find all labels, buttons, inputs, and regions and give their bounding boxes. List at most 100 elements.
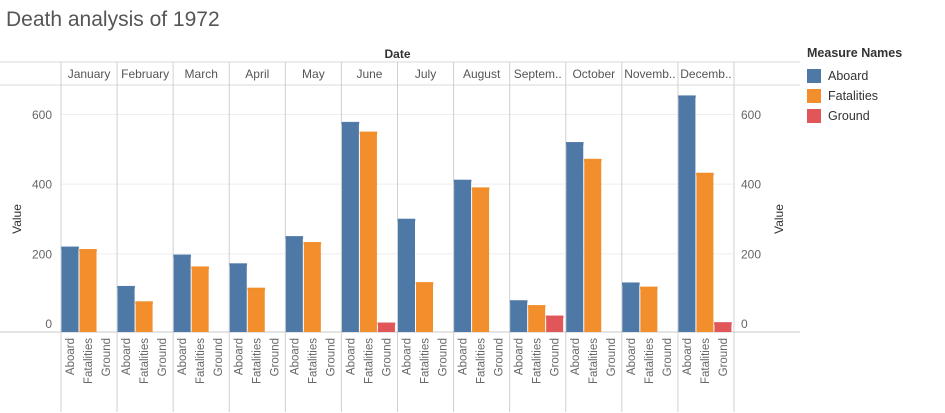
category-label-aboard: Aboard <box>121 338 133 375</box>
legend-swatch-aboard <box>807 69 821 83</box>
category-label-aboard: Aboard <box>345 338 357 375</box>
legend-item-ground[interactable]: Ground <box>807 106 902 126</box>
bar-ground <box>377 322 395 332</box>
bar-aboard <box>341 122 359 332</box>
column-header-date: Date <box>384 47 410 61</box>
bar-cap-aboard <box>509 300 528 303</box>
bar-cap-fatalities <box>583 158 602 162</box>
category-label-aboard: Aboard <box>402 338 414 375</box>
bar-aboard <box>173 254 191 332</box>
category-label-aboard: Aboard <box>177 338 189 375</box>
bar-fatalities <box>472 187 490 332</box>
category-label-aboard: Aboard <box>289 338 301 375</box>
category-label-aboard: Aboard <box>514 338 526 375</box>
category-label-fatalities: Fatalities <box>83 338 95 384</box>
month-header: March <box>185 67 218 81</box>
month-header: February <box>121 67 169 81</box>
category-label-ground: Ground <box>606 338 618 376</box>
category-label-fatalities: Fatalities <box>588 338 600 384</box>
category-label-aboard: Aboard <box>682 338 694 375</box>
bar-cap-ground <box>714 322 732 325</box>
month-header: Decemb.. <box>680 67 731 81</box>
bar-cap-fatalities <box>359 131 378 135</box>
month-header: May <box>302 67 325 81</box>
bar-aboard <box>622 282 640 332</box>
y-tick-label-right: 600 <box>741 108 761 122</box>
bar-cap-fatalities <box>471 187 490 190</box>
category-label-fatalities: Fatalities <box>644 338 656 384</box>
bar-cap-fatalities <box>696 172 714 176</box>
bar-cap-aboard <box>173 254 191 258</box>
month-header: Novemb.. <box>624 67 675 81</box>
category-label-aboard: Aboard <box>626 338 638 375</box>
bar-aboard <box>229 263 247 332</box>
bar-fatalities <box>416 282 433 332</box>
legend-title: Measure Names <box>807 46 903 60</box>
y-tick-label-left: 400 <box>32 178 52 192</box>
bar-cap-fatalities <box>191 266 209 270</box>
bar-cap-fatalities <box>247 287 266 291</box>
legend-item-aboard[interactable]: Aboard <box>807 66 902 86</box>
category-label-ground: Ground <box>381 338 393 376</box>
bar-cap-aboard <box>397 218 416 222</box>
y-tick-label-left: 0 <box>45 317 52 331</box>
bar-ground <box>714 322 732 332</box>
bar-fatalities <box>303 242 321 332</box>
bar-fatalities <box>640 286 658 332</box>
bar-cap-fatalities <box>303 242 322 245</box>
bar-cap-aboard <box>285 236 304 239</box>
month-header: July <box>415 67 436 81</box>
month-header: January <box>68 67 111 81</box>
bar-aboard <box>566 142 584 332</box>
category-label-fatalities: Fatalities <box>532 338 544 384</box>
bar-fatalities <box>359 131 377 332</box>
bar-cap-aboard <box>565 142 584 145</box>
bar-cap-ground <box>545 315 564 319</box>
y-axis-title-right: Value <box>772 204 786 234</box>
bar-aboard <box>117 286 135 332</box>
month-header: June <box>356 67 382 81</box>
bar-cap-aboard <box>678 95 696 98</box>
category-label-ground: Ground <box>101 338 113 376</box>
month-header: October <box>572 67 615 81</box>
category-label-ground: Ground <box>438 338 450 376</box>
month-header: Septem.. <box>514 67 562 81</box>
category-label-aboard: Aboard <box>458 338 470 375</box>
category-label-fatalities: Fatalities <box>139 338 151 384</box>
bar-fatalities <box>135 301 153 332</box>
bar-chart: Date January February March April May June July… <box>0 47 800 412</box>
category-label-fatalities: Fatalities <box>307 338 319 384</box>
category-label-fatalities: Fatalities <box>476 338 488 384</box>
legend-label-fatalities: Fatalities <box>828 89 879 103</box>
legend-swatch-fatalities <box>807 89 821 103</box>
bar-aboard <box>454 179 472 332</box>
category-label-ground: Ground <box>157 338 169 376</box>
bar-fatalities <box>191 266 209 332</box>
y-tick-label-left: 600 <box>32 108 52 122</box>
category-label-fatalities: Fatalities <box>363 338 375 384</box>
bar-cap-aboard <box>341 121 360 125</box>
bar-aboard <box>61 246 79 332</box>
bar-aboard <box>510 300 528 332</box>
bar-aboard <box>398 219 415 332</box>
category-label-ground: Ground <box>550 338 562 376</box>
bar-cap-fatalities <box>415 282 434 285</box>
category-label-fatalities: Fatalities <box>195 338 207 384</box>
legend-item-fatalities[interactable]: Fatalities <box>807 86 902 106</box>
bar-cap-ground <box>377 322 396 326</box>
bar-cap-aboard <box>229 263 248 266</box>
month-header: August <box>463 67 501 81</box>
legend-label-aboard: Aboard <box>828 69 869 83</box>
legend-swatch-ground <box>807 109 821 123</box>
category-label-aboard: Aboard <box>65 338 77 375</box>
y-tick-label-left: 200 <box>32 247 52 261</box>
y-axis-title-left: Value <box>10 204 24 234</box>
category-label-ground: Ground <box>213 338 225 376</box>
y-tick-label-right: 200 <box>741 247 761 261</box>
y-tick-label-right: 0 <box>741 317 748 331</box>
legend-label-ground: Ground <box>828 109 870 123</box>
category-label-fatalities: Fatalities <box>420 338 432 384</box>
bar-cap-fatalities <box>135 301 153 304</box>
bar-aboard <box>678 95 696 332</box>
y-tick-label-right: 400 <box>741 178 761 192</box>
